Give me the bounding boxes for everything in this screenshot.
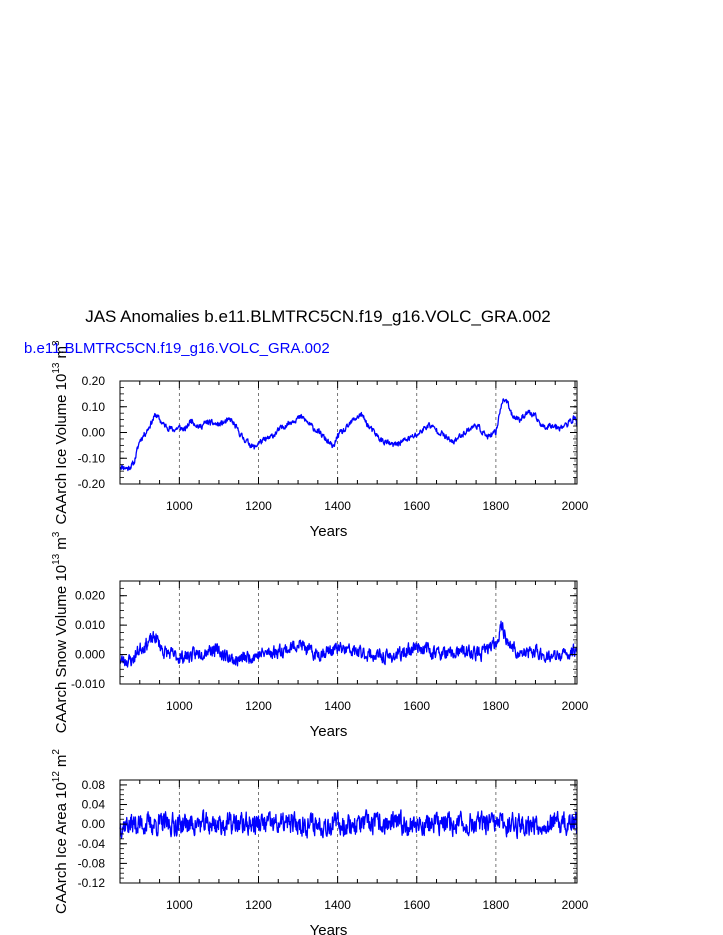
y-axis-label-main: CAArch Ice Volume 10 xyxy=(53,374,70,525)
y-tick-label: 0.10 xyxy=(82,400,106,414)
y-tick-label: 0.000 xyxy=(75,648,105,662)
x-tick-label: 1400 xyxy=(324,699,351,713)
y-tick-label: 0.08 xyxy=(82,778,106,792)
y-tick-label: 0.020 xyxy=(75,589,105,603)
x-tick-label: 2000 xyxy=(562,898,589,912)
data-series-line xyxy=(119,809,578,840)
x-tick-label: 1000 xyxy=(166,699,193,713)
y-axis-label-exp: 13 xyxy=(51,553,62,565)
x-tick-label: 1400 xyxy=(324,898,351,912)
y-axis-label-main: CAArch Ice Area 10 xyxy=(53,782,70,914)
y-axis-label-unit-exp: 3 xyxy=(51,340,62,346)
x-tick-label: 1600 xyxy=(403,499,430,513)
plot-frame xyxy=(119,380,578,485)
x-tick-label: 1600 xyxy=(403,699,430,713)
y-tick-label: 0.04 xyxy=(82,798,106,812)
x-tick-label: 2000 xyxy=(562,699,589,713)
y-axis-label-unit: m xyxy=(53,537,70,550)
y-axis-label: CAArch Ice Area 1012 m2 xyxy=(51,749,70,914)
x-tick-label: 1800 xyxy=(483,898,510,912)
x-tick-label: 1400 xyxy=(324,499,351,513)
y-axis-label-exp: 12 xyxy=(51,771,62,783)
x-tick-label: 1200 xyxy=(245,699,272,713)
data-series-line xyxy=(119,620,578,668)
x-tick-label: 1600 xyxy=(403,898,430,912)
y-tick-label: -0.08 xyxy=(78,856,106,870)
y-axis-label: CAArch Snow Volume 1013 m3 xyxy=(51,531,70,733)
y-tick-label: -0.04 xyxy=(78,837,106,851)
x-tick-label: 1000 xyxy=(166,898,193,912)
x-tick-label: 1000 xyxy=(166,499,193,513)
chart-panel-ice-area: 1000 1200 1400 1600 1800 2000 -0.12 -0.08 -0.04 0… xyxy=(51,749,589,935)
y-axis-label-unit: m xyxy=(53,755,70,768)
y-tick-label: 0.20 xyxy=(82,374,106,388)
y-tick-label: 0.00 xyxy=(82,817,106,831)
panels: 1000 1200 1400 1600 1800 2000 -0.20 -0.10 0.00 0.… xyxy=(51,340,589,935)
y-tick-label: 0.00 xyxy=(82,426,106,440)
plot-frame xyxy=(119,580,578,685)
y-axis-label-unit-exp: 3 xyxy=(51,531,62,537)
x-axis-label: Years xyxy=(310,922,348,935)
y-axis-label-unit: m xyxy=(53,346,70,359)
y-tick-label: 0.010 xyxy=(75,618,105,632)
case-label: b.e11.BLMTRC5CN.f19_g16.VOLC_GRA.002 xyxy=(24,340,330,357)
x-tick-label: 2000 xyxy=(562,499,589,513)
y-tick-label: -0.12 xyxy=(78,876,106,890)
y-tick-label: -0.10 xyxy=(78,451,106,465)
y-axis-label-main: CAArch Snow Volume 10 xyxy=(53,565,70,733)
x-axis-label: Years xyxy=(310,723,348,740)
data-series-line xyxy=(119,398,578,472)
chart-panel-ice-volume: 1000 1200 1400 1600 1800 2000 -0.20 -0.10 0.00 0.… xyxy=(51,340,589,540)
chart-panel-snow-volume: 1000 1200 1400 1600 1800 2000 -0.010 0.000 0.010… xyxy=(51,531,589,740)
y-tick-label: -0.010 xyxy=(71,677,105,691)
y-tick-label: -0.20 xyxy=(78,477,106,491)
x-tick-label: 1200 xyxy=(245,499,272,513)
x-tick-label: 1200 xyxy=(245,898,272,912)
x-tick-label: 1800 xyxy=(483,699,510,713)
x-axis-label: Years xyxy=(310,523,348,540)
plot-frame xyxy=(119,779,578,884)
y-axis-label-exp: 13 xyxy=(51,362,62,374)
y-axis-label-unit-exp: 2 xyxy=(51,749,62,755)
y-axis-label: CAArch Ice Volume 1013 m3 xyxy=(51,340,70,525)
figure-title: JAS Anomalies b.e11.BLMTRC5CN.f19_g16.VO… xyxy=(85,307,551,326)
x-tick-label: 1800 xyxy=(483,499,510,513)
